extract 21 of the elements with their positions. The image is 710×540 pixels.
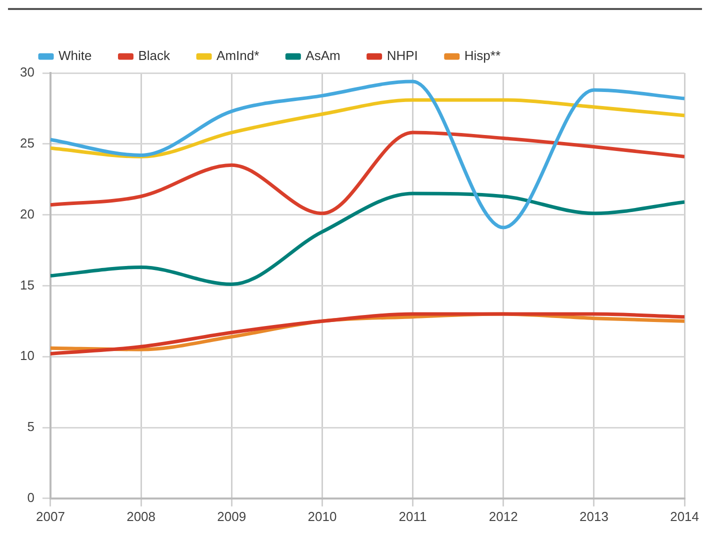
- y-tick-label: 20: [20, 206, 34, 222]
- y-tick-label: 25: [20, 135, 34, 150]
- x-tick-label: 2008: [126, 508, 156, 524]
- x-tick-label: 2007: [36, 508, 65, 524]
- legend-label: Black: [138, 48, 171, 64]
- legend-label: White: [58, 48, 92, 64]
- y-tick-label: 30: [20, 64, 34, 80]
- legend-label: NHPI: [386, 48, 418, 64]
- legend-label: AsAm: [306, 48, 340, 64]
- x-tick-label: 2009: [217, 508, 246, 524]
- y-tick-label: 5: [27, 419, 34, 434]
- x-tick-label: 2014: [670, 508, 699, 524]
- x-tick-label: 2010: [308, 508, 337, 524]
- legend-label: AmInd*: [216, 48, 260, 64]
- y-tick-label: 15: [20, 277, 34, 292]
- x-tick-label: 2013: [579, 508, 608, 524]
- y-tick-label: 0: [27, 490, 34, 505]
- x-tick-label: 2012: [488, 508, 518, 524]
- x-tick-label: 2011: [398, 508, 427, 524]
- legend-label: Hisp**: [464, 48, 501, 64]
- y-tick-label: 10: [20, 348, 34, 364]
